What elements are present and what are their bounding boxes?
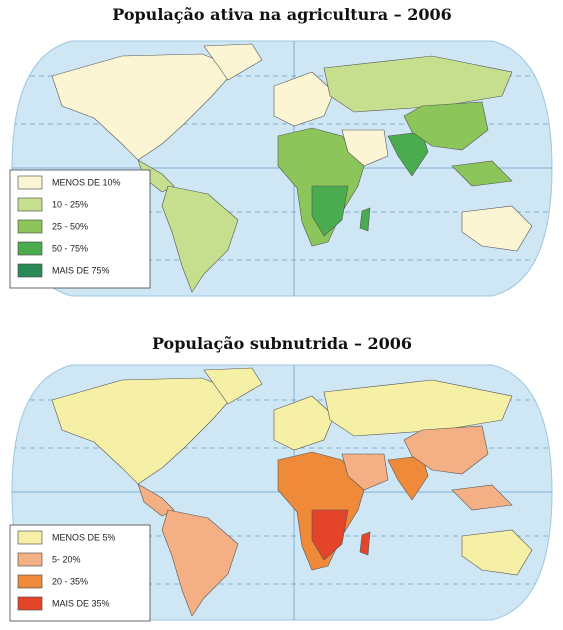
country-region xyxy=(359,207,371,232)
country-region xyxy=(403,101,489,151)
legend-label: MENOS DE 5% xyxy=(52,532,116,542)
country-region xyxy=(161,185,239,293)
legend-swatch xyxy=(17,530,43,545)
country-region xyxy=(403,425,489,475)
legend: MENOS DE 10% 10 - 25% 25 - 50% 50 - 75% MAIS… xyxy=(9,169,151,289)
country-region xyxy=(461,205,533,252)
country-region xyxy=(311,509,349,561)
legend-swatch xyxy=(17,241,43,256)
legend-label: 10 - 25% xyxy=(52,199,88,209)
legend-label: 20 - 35% xyxy=(52,576,88,586)
country-region xyxy=(359,531,371,556)
country-region xyxy=(51,53,238,161)
legend-swatch xyxy=(17,175,43,190)
country-region xyxy=(273,395,335,451)
legend-label: 25 - 50% xyxy=(52,221,88,231)
country-region xyxy=(161,509,239,617)
country-region xyxy=(451,160,513,187)
legend-label: MENOS DE 10% xyxy=(52,177,121,187)
map-title: População ativa na agricultura – 2006 xyxy=(112,5,452,24)
country-region xyxy=(341,453,389,491)
country-region xyxy=(273,71,335,127)
country-region xyxy=(323,55,513,113)
map-title: População subnutrida – 2006 xyxy=(152,334,412,353)
country-region xyxy=(451,484,513,511)
legend-label: 5- 20% xyxy=(52,554,81,564)
country-region xyxy=(203,43,263,81)
country-region xyxy=(203,367,263,405)
legend-swatch xyxy=(17,574,43,589)
legend-label: 50 - 75% xyxy=(52,243,88,253)
country-region xyxy=(51,377,238,485)
legend-swatch xyxy=(17,263,43,278)
country-region xyxy=(461,529,533,576)
country-region xyxy=(341,129,389,167)
legend-swatch xyxy=(17,596,43,611)
country-region xyxy=(323,379,513,437)
legend-swatch xyxy=(17,219,43,234)
legend-swatch xyxy=(17,197,43,212)
legend-label: MAIS DE 75% xyxy=(52,265,110,275)
country-region xyxy=(311,185,349,237)
legend: MENOS DE 5% 5- 20% 20 - 35% MAIS DE 35% xyxy=(9,524,151,622)
legend-swatch xyxy=(17,552,43,567)
legend-label: MAIS DE 35% xyxy=(52,598,110,608)
